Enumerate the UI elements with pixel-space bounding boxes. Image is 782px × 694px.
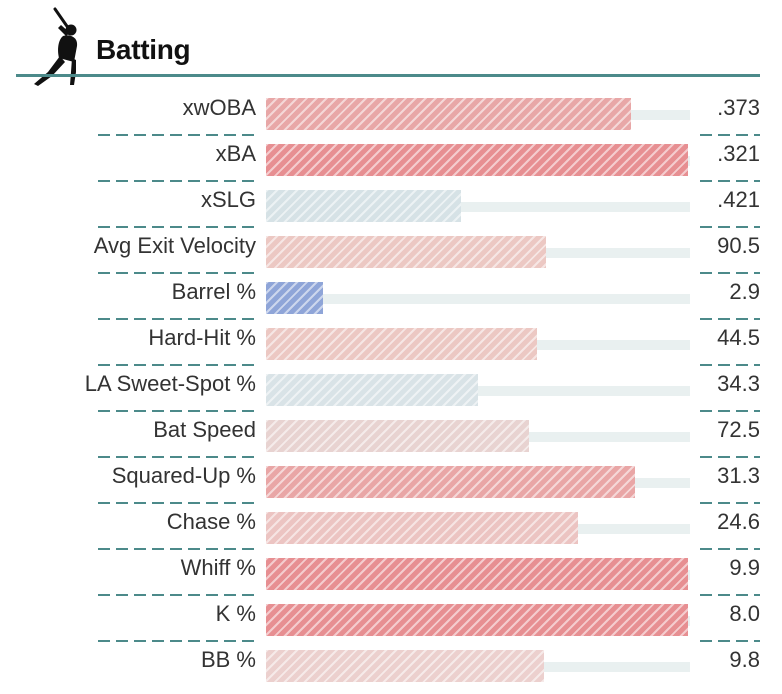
section-header: Batting: [0, 0, 782, 86]
row-separator: [98, 272, 760, 274]
metric-value: 24.6: [717, 509, 760, 534]
row-separator: [98, 318, 760, 320]
row-separator: [98, 226, 760, 228]
metric-bar: [266, 144, 688, 176]
row-separator: [98, 410, 760, 412]
metric-label: Chase %: [166, 509, 256, 534]
metric-track: [266, 294, 690, 304]
metric-bar: [266, 604, 688, 636]
metric-row: Hard-Hit % 44.5: [0, 320, 782, 366]
metric-track: [266, 386, 690, 396]
metric-row: LA Sweet-Spot % 34.3: [0, 366, 782, 412]
row-separator: [98, 548, 760, 550]
metric-label: xSLG: [200, 187, 256, 212]
metric-row: Bat Speed 72.5: [0, 412, 782, 458]
metric-row: Squared-Up % 31.3: [0, 458, 782, 504]
metric-value: 90.5: [717, 233, 760, 258]
batter-silhouette-icon: [34, 7, 78, 86]
metric-label: K %: [215, 601, 256, 626]
metric-label: Squared-Up %: [111, 463, 256, 488]
row-separator: [98, 180, 760, 182]
metric-bar: [266, 466, 635, 498]
metric-bar: [266, 374, 478, 406]
section-title: Batting: [96, 34, 191, 65]
metric-label: BB %: [200, 647, 256, 672]
metric-row: xwOBA .373: [0, 90, 782, 136]
metric-bar: [266, 282, 323, 314]
metric-value: 44.5: [717, 325, 760, 350]
metric-value: 31.3: [717, 463, 760, 488]
metric-value: 9.8: [729, 647, 760, 672]
metric-bar: [266, 190, 461, 222]
header-divider: [16, 74, 760, 77]
metric-bar: [266, 420, 529, 452]
metric-value: 9.9: [729, 555, 760, 580]
metric-label: xwOBA: [182, 95, 256, 120]
row-separator: [98, 594, 760, 596]
metric-label: Hard-Hit %: [148, 325, 256, 350]
metric-row: Barrel % 2.9: [0, 274, 782, 320]
metric-label: Whiff %: [180, 555, 256, 580]
metric-label: Barrel %: [171, 279, 256, 304]
row-separator: [98, 364, 760, 366]
row-separator: [98, 134, 760, 136]
metric-value: 2.9: [729, 279, 760, 304]
metric-track: [266, 202, 690, 212]
metric-label: xBA: [215, 141, 256, 166]
metric-value: 72.5: [717, 417, 760, 442]
metric-bar: [266, 98, 631, 130]
metric-value: 8.0: [729, 601, 760, 626]
metric-value: 34.3: [717, 371, 760, 396]
row-separator: [98, 456, 760, 458]
metric-bar: [266, 512, 578, 544]
metric-row: K % 8.0: [0, 596, 782, 642]
metric-label: LA Sweet-Spot %: [84, 371, 256, 396]
metric-value: .373: [717, 95, 760, 120]
metric-value: .321: [717, 141, 760, 166]
metric-row: Whiff % 9.9: [0, 550, 782, 596]
metric-label: Bat Speed: [153, 417, 256, 442]
metric-value: .421: [717, 187, 760, 212]
metric-row: Chase % 24.6: [0, 504, 782, 550]
metric-row: xSLG .421: [0, 182, 782, 228]
row-separator: [98, 502, 760, 504]
metric-bar: [266, 236, 546, 268]
metric-row: Avg Exit Velocity 90.5: [0, 228, 782, 274]
metric-bar: [266, 650, 544, 682]
row-separator: [98, 640, 760, 642]
metric-row: xBA .321: [0, 136, 782, 182]
metric-label: Avg Exit Velocity: [93, 233, 256, 258]
metric-bar: [266, 328, 537, 360]
metric-row: BB % 9.8: [0, 642, 782, 688]
metric-bar: [266, 558, 688, 590]
